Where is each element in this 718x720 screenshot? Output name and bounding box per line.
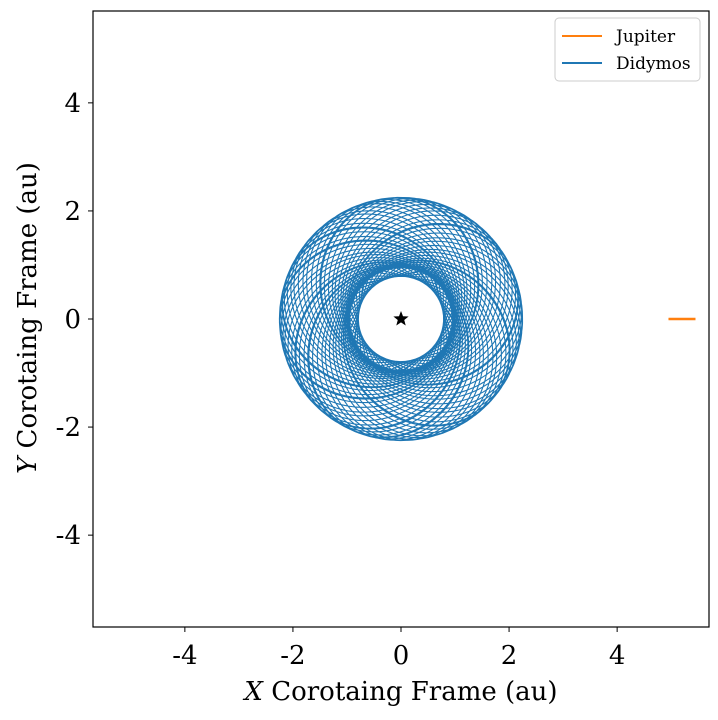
y-tick-label: 0 [64,305,81,335]
legend-box [554,17,701,82]
x-tick-label: -2 [280,641,305,671]
legend-label-didymos: Didymos [616,54,691,74]
x-tick-label: 4 [609,641,626,671]
plot-clipped-group [278,196,696,442]
legend: Jupiter Didymos [554,17,701,82]
x-axis-label: X Corotaing Frame (au) [242,677,557,707]
x-tick-label: 2 [501,641,518,671]
x-tick-label: 0 [393,641,410,671]
y-axis-label: Y Corotaing Frame (au) [13,162,43,474]
series-didymos-line [278,196,524,442]
y-tick-label: 2 [64,197,81,227]
plot-area [278,196,696,442]
x-tick-label: -4 [172,641,197,671]
y-tick-label: -2 [56,413,81,443]
y-tick-label: -4 [56,521,81,551]
y-tick-label: 4 [64,89,81,119]
legend-label-jupiter: Jupiter [614,27,676,47]
tick-group: -4 -2 0 2 4 -4 -2 0 2 4 [56,89,626,671]
sun-star-marker [393,311,409,326]
